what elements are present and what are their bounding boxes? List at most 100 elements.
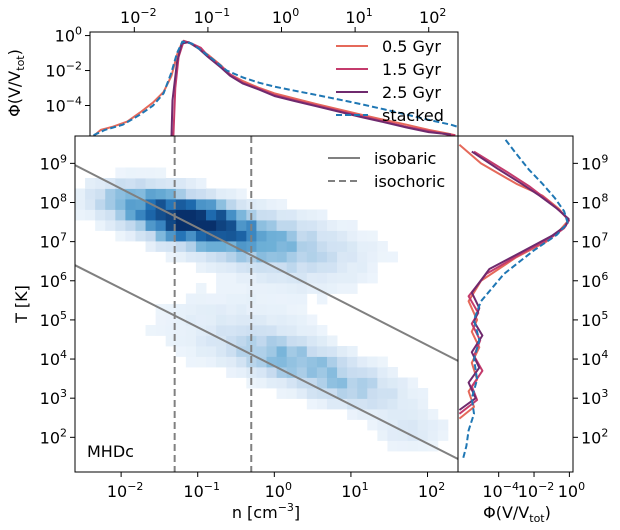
heatmap-cell (276, 325, 288, 336)
heatmap-cell (417, 388, 429, 399)
heatmap-cell (326, 220, 338, 231)
heatmap-cell (276, 209, 288, 221)
heatmap-cell (216, 241, 227, 252)
heatmap-cell (75, 199, 86, 210)
heatmap-cell (326, 346, 338, 357)
main-ytick-label: 102 (40, 426, 67, 447)
heatmap-cell (266, 314, 277, 326)
heatmap-cell (266, 335, 277, 347)
heatmap-cell (337, 346, 348, 357)
heatmap-cell (175, 188, 187, 200)
heatmap-cell (437, 430, 449, 441)
heatmap-cell (407, 377, 419, 389)
heatmap-cell (357, 377, 368, 389)
heatmap-cell (367, 241, 378, 252)
heatmap-cell (427, 409, 439, 420)
heatmap-cell (236, 325, 247, 336)
heatmap-cell (337, 220, 348, 231)
heatmap-cell (367, 398, 378, 410)
main-xtick-label: 10−2 (107, 480, 144, 501)
heatmap-cell (226, 314, 237, 326)
heatmap-cell (226, 209, 237, 221)
heatmap-cell (266, 367, 277, 378)
heatmap-cell (316, 220, 328, 231)
heatmap-cell (125, 220, 136, 231)
top-ylabel: Φ(V/Vtot) (5, 49, 27, 117)
heatmap-cell (185, 241, 197, 252)
heatmap-cell (337, 251, 348, 263)
heatmap-cell (367, 251, 378, 263)
heatmap-cell (286, 314, 298, 326)
heatmap-cell (347, 241, 358, 252)
heatmap-cell (337, 367, 348, 378)
heatmap-cell (185, 199, 197, 210)
heatmap-cell (316, 325, 328, 336)
heatmap-cell (266, 304, 277, 315)
heatmap-cell (135, 178, 146, 189)
heatmap-cell (276, 241, 288, 252)
heatmap-cell (105, 199, 116, 210)
heatmap-cell (326, 272, 338, 284)
heatmap-cell (246, 272, 257, 284)
heatmap-cell (347, 220, 358, 231)
heatmap-cell (276, 283, 288, 294)
heatmap-cell (437, 419, 449, 431)
heatmap-cell (256, 346, 267, 357)
legend-isobaric-label: isobaric (374, 149, 436, 168)
heatmap-cell (377, 377, 388, 389)
heatmap-cell (266, 346, 277, 357)
heatmap-cell (377, 419, 388, 431)
heatmap-cell (145, 230, 157, 242)
heatmap-cell (367, 388, 378, 399)
heatmap-cell (226, 272, 237, 284)
heatmap-cell (306, 325, 318, 336)
heatmap-cell (256, 377, 267, 389)
heatmap-cell (256, 272, 267, 284)
heatmap-cell (367, 367, 378, 378)
heatmap-cell (226, 251, 237, 263)
heatmap-cell (216, 293, 227, 305)
main-ytick-label: 103 (40, 387, 67, 408)
main-ytick-label: 105 (40, 309, 67, 330)
heatmap-cell (195, 209, 207, 221)
heatmap-cell (316, 377, 328, 389)
heatmap-cell (286, 262, 298, 273)
heatmap-cell (165, 220, 177, 231)
right-ytick-label: 108 (581, 191, 608, 212)
heatmap-cell (145, 209, 157, 221)
heatmap-cell (276, 230, 288, 242)
top-series-stacked (93, 40, 458, 136)
top-xtick-label: 101 (345, 6, 372, 27)
heatmap-cell (216, 272, 227, 284)
heatmap-cell (75, 209, 86, 221)
heatmap-cell (175, 230, 187, 242)
heatmap-cell (286, 367, 298, 378)
heatmap-cell (216, 314, 227, 326)
heatmap-cell (105, 220, 116, 231)
heatmap-cell (236, 262, 247, 273)
heatmap-cell (206, 188, 217, 200)
heatmap-cell (185, 314, 197, 326)
heatmap-cell (296, 230, 308, 242)
heatmap-cell (286, 377, 298, 389)
heatmap-cell (266, 209, 277, 221)
heatmap-cell (165, 199, 177, 210)
right-series-0-5-gyr (458, 143, 570, 420)
heatmap-cell (407, 419, 419, 431)
heatmap-cell (306, 335, 318, 347)
heatmap-cell (266, 325, 277, 336)
heatmap-cell (286, 283, 298, 294)
heatmap-cell (276, 272, 288, 284)
heatmap-cell (226, 356, 237, 368)
heatmap-cell (286, 241, 298, 252)
heatmap-cell (397, 377, 409, 389)
heatmap-cell (135, 188, 146, 200)
heatmap-cell (165, 241, 177, 252)
heatmap-cell (276, 377, 288, 389)
heatmap-cell (347, 251, 358, 263)
heatmap-cell (387, 440, 398, 452)
heatmap-cell (226, 220, 237, 231)
heatmap-cell (175, 178, 187, 189)
heatmap-cell (226, 304, 237, 315)
heatmap-cell (216, 262, 227, 273)
